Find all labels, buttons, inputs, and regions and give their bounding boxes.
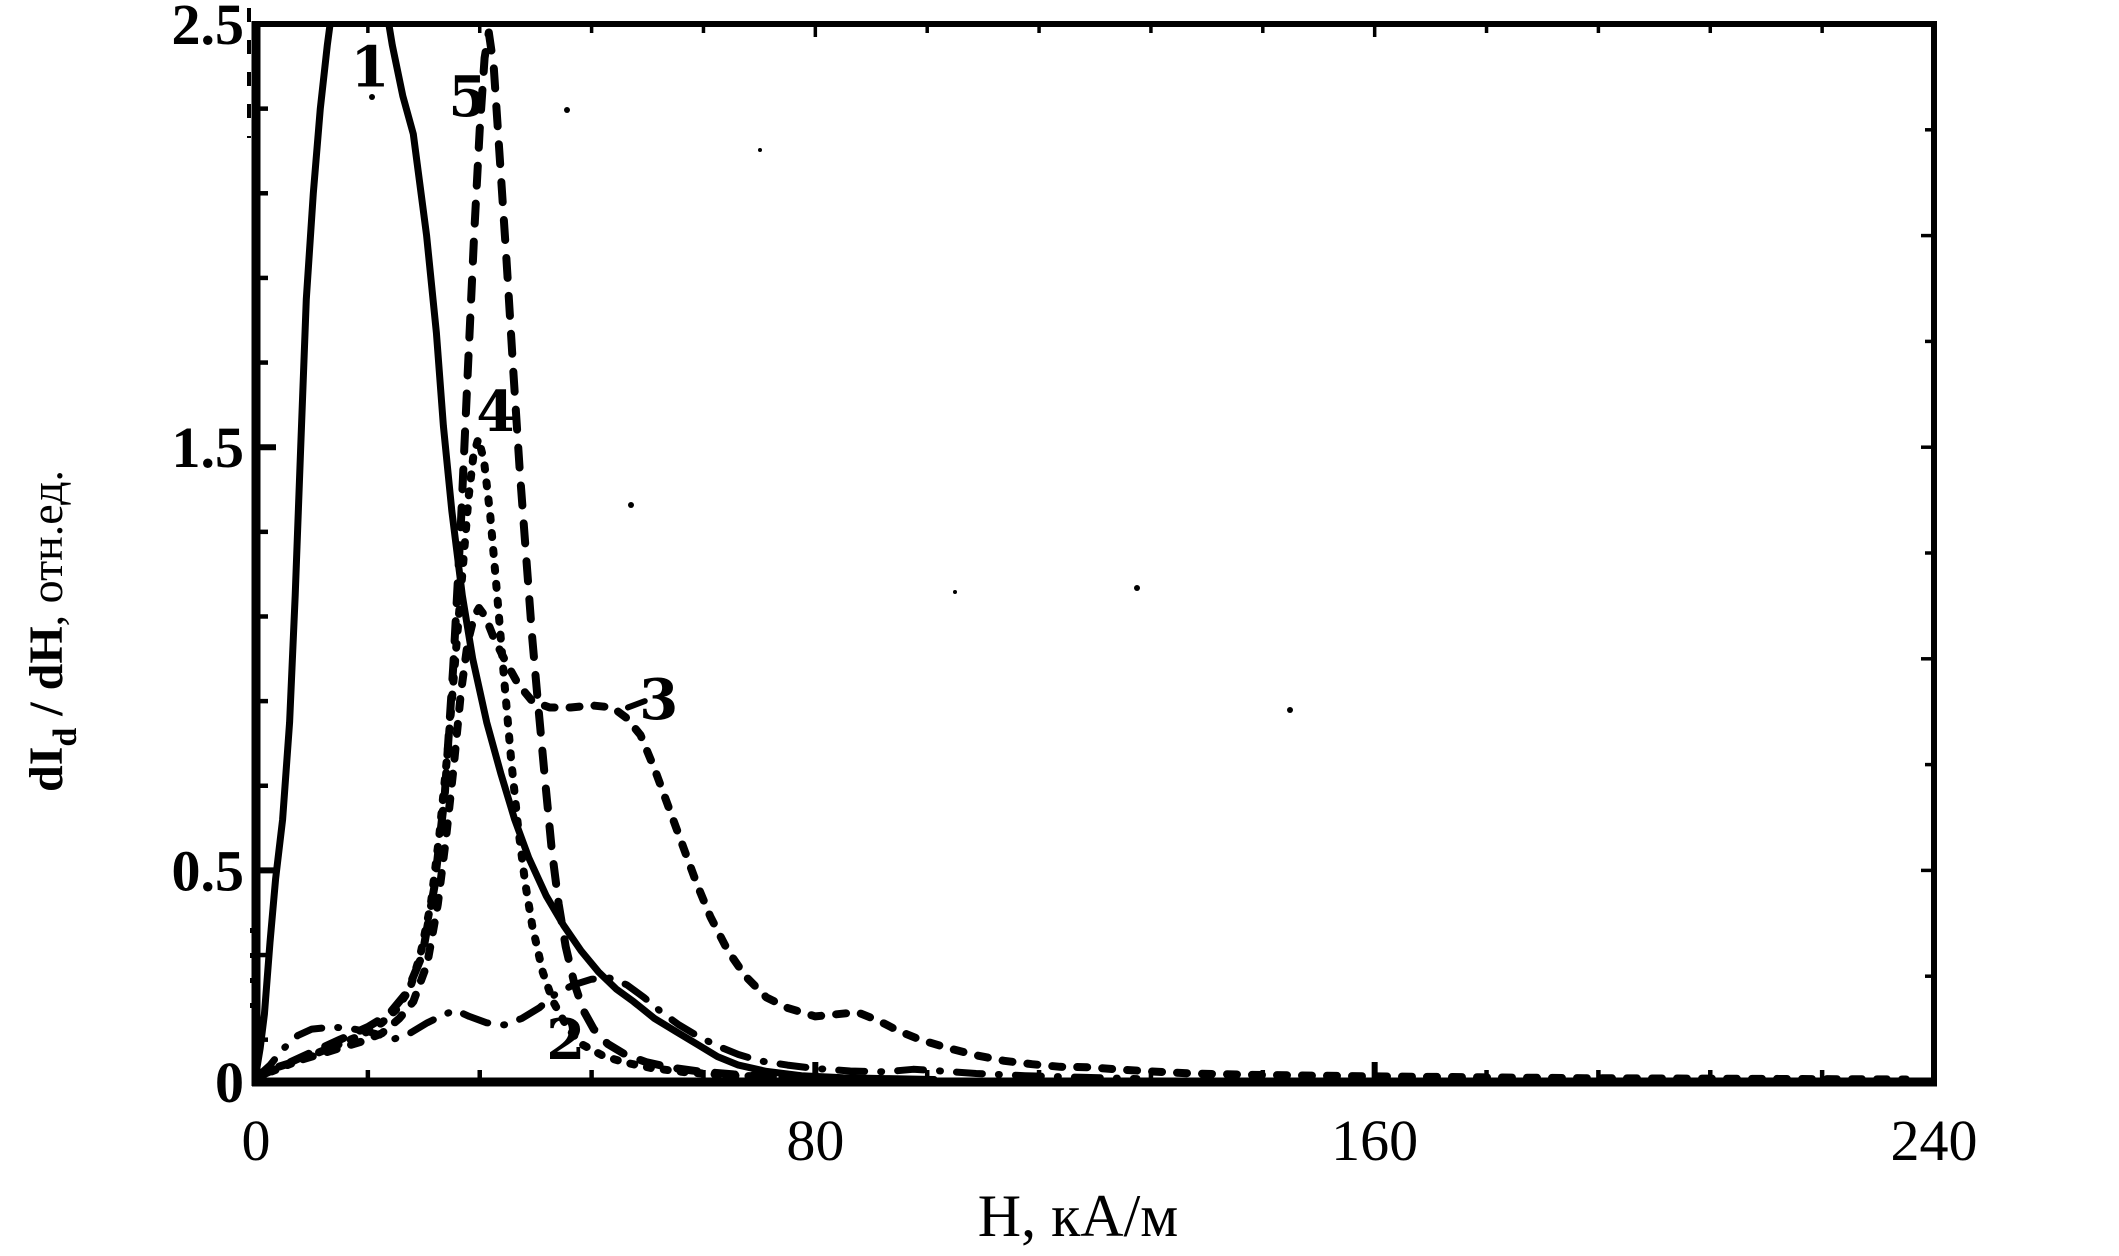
chart-generated-layer: 0 80 160 240 0 0.5 1.5 2.5 3 5 4 2 1 <box>172 0 1978 1173</box>
curve-3-label-pointer <box>624 698 648 711</box>
scan-speck <box>1287 707 1293 713</box>
y-axis-title-subscript: d <box>47 728 84 747</box>
y-axis-title-main-rest: / dH <box>20 626 73 727</box>
curve-2-label: 2 <box>546 1007 585 1073</box>
x-axis-title: H, кА/м <box>978 1183 1178 1249</box>
scan-speck <box>1134 585 1140 591</box>
curve-3-path <box>258 604 1910 1080</box>
curve-2-path <box>258 974 1141 1080</box>
x-tick-label-0: 0 <box>242 1108 271 1173</box>
curve-5-label: 5 <box>448 64 487 130</box>
y-tick-label-0.5: 0.5 <box>172 838 245 903</box>
x-tick-label-160: 160 <box>1331 1108 1418 1173</box>
curve-1-path <box>258 26 938 1080</box>
scan-speck <box>628 502 634 508</box>
y-axis-title-units: , отн.ед. <box>21 470 72 626</box>
y-axis-title: dId / dH, отн.ед. <box>20 458 84 812</box>
y-axis-title-main: dI <box>20 747 73 792</box>
scan-speck <box>953 590 957 594</box>
x-tick-label-80: 80 <box>786 1108 844 1173</box>
x-tick-label-240: 240 <box>1891 1108 1978 1173</box>
curve-4-path <box>258 434 890 1080</box>
curves-layer <box>258 26 1910 1080</box>
scan-speck <box>564 107 570 113</box>
scan-speck <box>758 148 762 152</box>
y-tick-label-1.5: 1.5 <box>172 415 245 480</box>
y-tick-label-0: 0 <box>215 1050 244 1115</box>
plot-frame <box>253 21 1937 1085</box>
y-tick-label-2.5: 2.5 <box>172 0 245 57</box>
curve-4-label: 4 <box>476 379 515 445</box>
curve-1-label: 1 <box>350 34 389 100</box>
curve-3-label: 3 <box>639 667 678 733</box>
scan-speck <box>369 94 375 100</box>
